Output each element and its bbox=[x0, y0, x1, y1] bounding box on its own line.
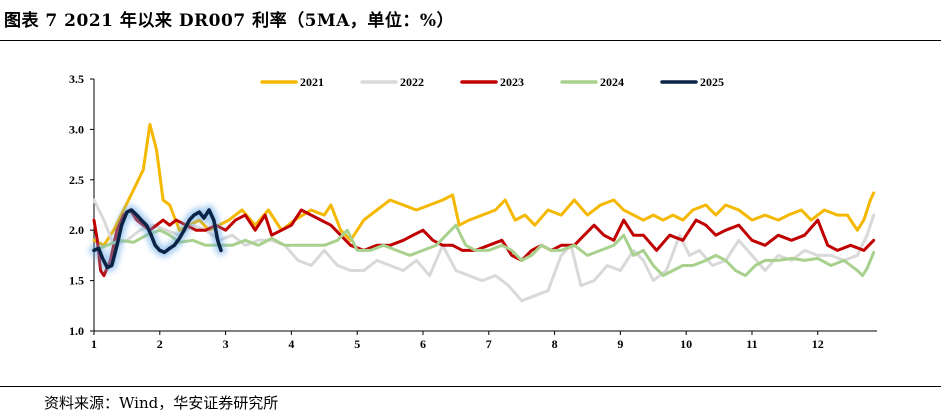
series-2025-line bbox=[92, 208, 223, 270]
series-2024-line bbox=[92, 223, 876, 278]
x-tick-label: 4 bbox=[288, 337, 294, 351]
line-chart: 1.01.52.02.53.03.51 2 3 4 5 6 7 8 9 10 11 12 2021 20… bbox=[69, 72, 877, 351]
series-2022-line bbox=[92, 198, 876, 303]
x-tick-label: 5 bbox=[354, 337, 360, 351]
title-rule bbox=[0, 40, 941, 41]
legend-label-2021: 2021 bbox=[300, 75, 324, 89]
y-tick-label: 3.0 bbox=[69, 122, 84, 136]
x-tick-label: 7 bbox=[486, 337, 492, 351]
x-tick-label: 9 bbox=[617, 337, 623, 351]
source-note: 资料来源：Wind，华安证券研究所 bbox=[44, 394, 279, 412]
y-tick-label: 2.5 bbox=[69, 173, 84, 187]
y-tick-label: 1.0 bbox=[69, 324, 84, 338]
x-tick-label: 12 bbox=[812, 337, 824, 351]
y-tick-label: 3.5 bbox=[69, 72, 84, 86]
x-tick-label: 3 bbox=[223, 337, 229, 351]
x-tick-label: 6 bbox=[420, 337, 426, 351]
chart-title: 图表 7 2021 年以来 DR007 利率（5MA，单位：%） bbox=[4, 11, 455, 31]
chart-axes: 1.01.52.02.53.03.51 2 3 4 5 6 7 8 9 10 11 12 bbox=[69, 72, 877, 351]
x-tick-label: 2 bbox=[157, 337, 163, 351]
y-tick-label: 2.0 bbox=[69, 223, 84, 237]
source-rule bbox=[0, 386, 941, 387]
x-tick-label: 8 bbox=[552, 337, 558, 351]
legend-label-2023: 2023 bbox=[500, 75, 524, 89]
x-tick-label: 11 bbox=[746, 337, 757, 351]
legend-label-2024: 2024 bbox=[600, 75, 624, 89]
x-tick-label: 10 bbox=[680, 337, 692, 351]
chart-legend: 2021 2022 2023 2024 2025 bbox=[260, 75, 724, 89]
series-layer bbox=[89, 122, 876, 303]
legend-label-2025: 2025 bbox=[700, 75, 724, 89]
x-tick-label: 1 bbox=[91, 337, 97, 351]
series-2023-line bbox=[92, 208, 876, 278]
y-tick-label: 1.5 bbox=[69, 274, 84, 288]
legend-label-2022: 2022 bbox=[400, 75, 424, 89]
